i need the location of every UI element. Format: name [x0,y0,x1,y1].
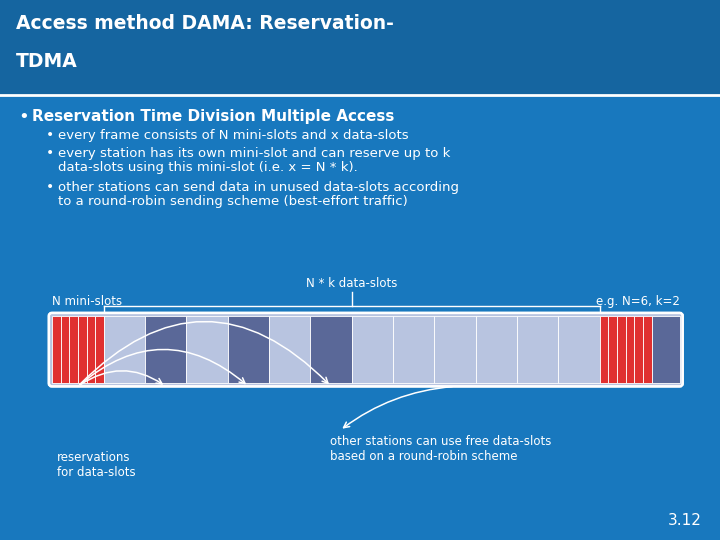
Text: other stations can send data in unused data-slots according
to a round-robin sen: other stations can send data in unused d… [58,180,459,208]
Text: •: • [46,180,54,194]
Text: every frame consists of N mini-slots and x data-slots: every frame consists of N mini-slots and… [58,129,409,141]
Text: TDMA: TDMA [16,52,78,71]
Text: •: • [46,146,54,160]
Text: other stations can use free data-slots
based on a round-robin scheme: other stations can use free data-slots b… [330,435,552,463]
Bar [0,0,720,94]
Text: Access method DAMA: Reservation-: Access method DAMA: Reservation- [16,14,394,33]
Bar [95,316,104,383]
Bar [652,316,680,383]
Bar [634,316,643,383]
Bar [78,316,86,383]
Bar [60,316,69,383]
Text: e.g. N=6, k=2: e.g. N=6, k=2 [596,295,680,308]
Bar [600,316,608,383]
Bar [643,316,652,383]
Bar [69,316,78,383]
Bar [269,316,310,383]
Bar [617,316,626,383]
Text: reservations
for data-slots: reservations for data-slots [57,451,135,480]
Bar [434,316,476,383]
Bar [310,316,352,383]
Bar [626,316,634,383]
Text: Reservation Time Division Multiple Access: Reservation Time Division Multiple Acces… [32,109,395,124]
Bar [52,316,60,383]
Bar [145,316,186,383]
Bar [558,316,600,383]
Bar [104,316,145,383]
Text: every station has its own mini-slot and can reserve up to k
data-slots using thi: every station has its own mini-slot and … [58,146,451,174]
FancyBboxPatch shape [49,313,683,387]
Text: •: • [18,109,29,126]
Bar [186,316,228,383]
Text: N * k data-slots: N * k data-slots [306,277,397,290]
Bar [393,316,434,383]
Bar [228,316,269,383]
Bar [86,316,95,383]
Text: N mini-slots: N mini-slots [52,295,122,308]
Text: •: • [46,129,54,143]
Bar [517,316,558,383]
Text: 3.12: 3.12 [668,513,702,528]
Bar [608,316,617,383]
Bar [352,316,393,383]
Bar [476,316,517,383]
